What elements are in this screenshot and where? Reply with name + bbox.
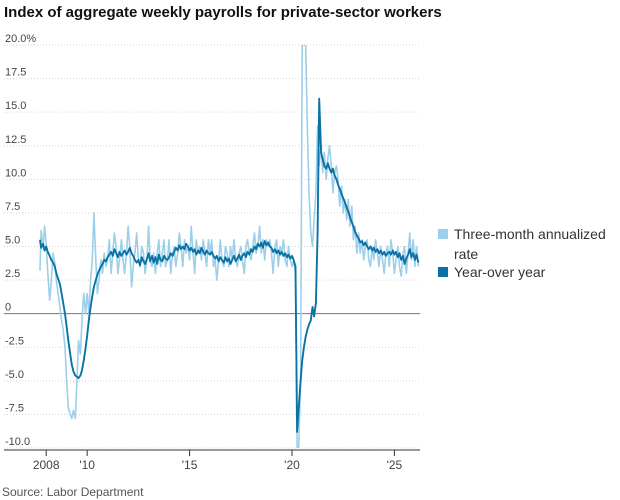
- y-tick-label: 20.0%: [5, 33, 36, 45]
- x-tick-label: 2008: [33, 458, 60, 472]
- y-tick-label: -5.0: [5, 369, 24, 381]
- x-axis: 2008 '10 '15 '20 '25: [4, 449, 420, 472]
- y-tick-label: -10.0: [5, 436, 30, 448]
- y-tick-label: 0: [5, 302, 11, 314]
- x-tick-label: '15: [182, 458, 198, 472]
- legend-swatch-three-month: [438, 229, 448, 239]
- legend-swatch-year-over-year: [438, 267, 448, 277]
- source-note: Source: Labor Department: [2, 485, 144, 499]
- y-tick-label: 2.5: [5, 268, 20, 280]
- series-line-three-month: [39, 45, 420, 448]
- x-tick-label: '10: [79, 458, 95, 472]
- y-tick-label: 10.0: [5, 167, 26, 179]
- x-tick-label: '25: [387, 458, 403, 472]
- y-tick-label: 17.5: [5, 67, 26, 79]
- y-axis-tick-labels: -10.0 -7.5 -5.0 -2.5 0 2.5 5.0 7.5 10.0 12.5 15.0 1…: [5, 33, 36, 448]
- y-tick-label: -7.5: [5, 402, 24, 414]
- y-tick-label: 12.5: [5, 134, 26, 146]
- legend-label-three-month: Three-month annualized rate: [454, 226, 606, 262]
- series-lines: [39, 45, 420, 448]
- y-tick-label: 5.0: [5, 235, 20, 247]
- y-tick-label: 15.0: [5, 100, 26, 112]
- legend-item-three-month: Three-month annualized rate: [438, 224, 620, 264]
- x-tick-label: '20: [284, 458, 300, 472]
- chart-title: Index of aggregate weekly payrolls for p…: [4, 4, 442, 21]
- series-line-year-over-year: [39, 97, 420, 433]
- legend-item-year-over-year: Year-over year: [438, 262, 620, 282]
- y-tick-label: 7.5: [5, 201, 20, 213]
- y-tick-label: -2.5: [5, 335, 24, 347]
- legend-label-year-over-year: Year-over year: [454, 264, 546, 280]
